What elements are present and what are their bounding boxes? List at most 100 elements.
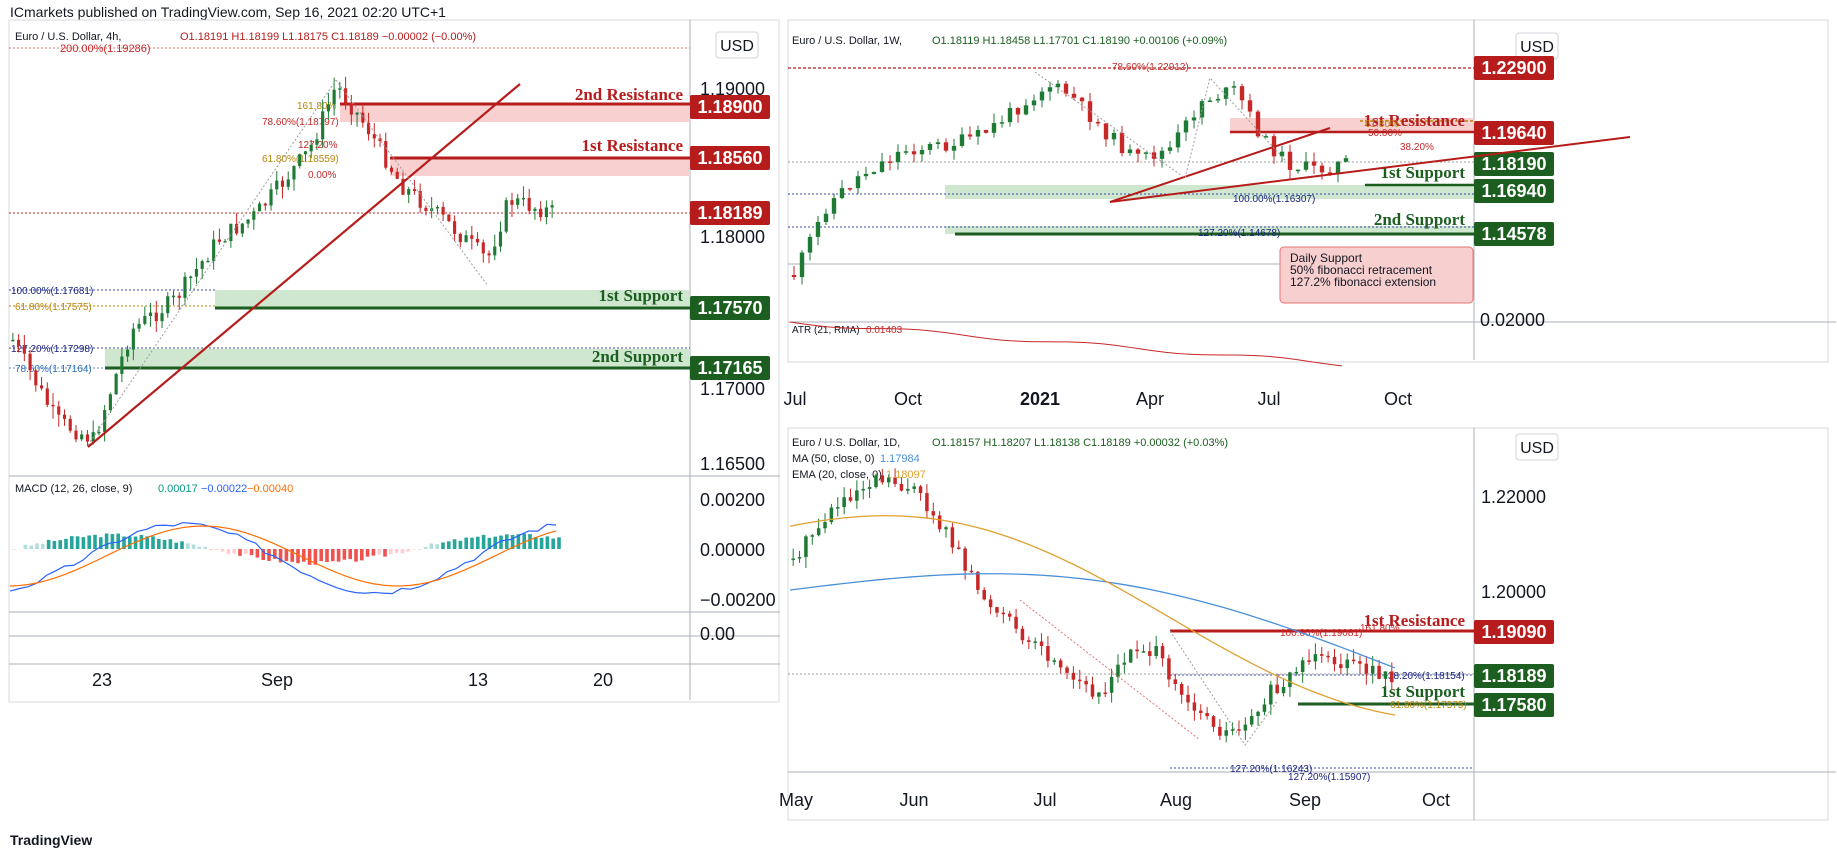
d1-candle-body bbox=[1160, 646, 1165, 659]
w1-trendline-ext bbox=[1109, 136, 1631, 203]
h4-macd-histogram-bar bbox=[487, 537, 492, 549]
h4-candle-body bbox=[97, 431, 101, 434]
w1-candle-body bbox=[1191, 117, 1197, 121]
w1-annotation-box bbox=[1279, 246, 1474, 304]
w1-candle-body bbox=[799, 252, 805, 278]
h4-y-tick: 1.19000 bbox=[700, 79, 765, 99]
h4-candle-body bbox=[481, 242, 485, 254]
w1-candle-body bbox=[1015, 108, 1021, 115]
d1-candle-body bbox=[842, 497, 846, 508]
d1-candle-body bbox=[988, 599, 993, 608]
d1-fib-diagonal bbox=[1169, 630, 1279, 746]
w1-support-zone-1 bbox=[945, 185, 1474, 199]
h4-macd-histogram-bar bbox=[284, 549, 289, 562]
h4-support-zone-2 bbox=[105, 349, 690, 368]
h4-macd-histogram-bar bbox=[371, 549, 376, 556]
currency-box bbox=[1515, 433, 1559, 461]
d1-candle-body bbox=[1218, 726, 1222, 736]
h4-candle-body bbox=[435, 206, 439, 209]
d1-candle-body bbox=[969, 570, 974, 573]
h4-macd-histogram-bar bbox=[360, 549, 364, 561]
d1-candle-body bbox=[963, 548, 967, 571]
h4-macd-label: MACD (12, 26, close, 9) bbox=[15, 483, 132, 495]
d1-candle-body bbox=[1128, 649, 1133, 663]
w1-candle-body bbox=[1335, 161, 1341, 174]
d1-ohlc: O1.18157 H1.18207 L1.18138 C1.18189 +0.0… bbox=[932, 437, 1228, 449]
h4-macd-histogram-bar bbox=[516, 534, 521, 549]
w1-candle-body bbox=[1175, 132, 1181, 148]
w1-candle-body bbox=[823, 213, 829, 223]
d1-candle-body bbox=[1390, 671, 1394, 683]
d1-candle-body bbox=[1001, 612, 1006, 615]
w1-atr-value: 0.01403 bbox=[866, 325, 903, 336]
h4-macd-histogram-bar bbox=[435, 544, 439, 549]
h4-candle-body bbox=[263, 203, 267, 206]
w1-candle-body bbox=[807, 236, 813, 253]
w1-candle-body bbox=[1135, 149, 1141, 154]
h4-extra-tick: 0.00 bbox=[700, 624, 735, 644]
w1-candle-body bbox=[1063, 83, 1069, 94]
w1-candle-body bbox=[863, 173, 869, 177]
w1-candle-body bbox=[1199, 101, 1205, 118]
d1-candle-body bbox=[1370, 665, 1375, 674]
w1-candle-body bbox=[1327, 172, 1333, 174]
h4-candle-body bbox=[504, 200, 508, 232]
w1-candle-body bbox=[1087, 101, 1093, 122]
d1-level-label: 1st Support bbox=[1380, 682, 1465, 701]
h4-candle-body bbox=[384, 141, 388, 168]
d1-candle-body bbox=[1052, 660, 1057, 662]
h4-candle-body bbox=[80, 434, 84, 440]
h4-macd-histogram-bar bbox=[307, 549, 312, 565]
h4-macd-histogram-bar bbox=[481, 534, 486, 549]
h4-candle-body bbox=[355, 112, 359, 115]
w1-symbol: Euro / U.S. Dollar, 1W, bbox=[792, 35, 902, 47]
h4-signal-line bbox=[9, 525, 557, 587]
h4-candle-body bbox=[114, 373, 118, 395]
w1-candle-body bbox=[1303, 161, 1309, 170]
h4-macd-histogram-bar bbox=[418, 549, 422, 550]
w1-level-1st-support-value: 1.16940 bbox=[1481, 181, 1546, 201]
h4-macd-histogram-bar bbox=[429, 543, 434, 549]
currency-box bbox=[715, 31, 759, 59]
h4-macd-tick: 0.00000 bbox=[700, 540, 765, 560]
h4-macd-histogram-bar bbox=[203, 546, 207, 549]
d1-candle-body bbox=[912, 486, 916, 489]
h4-level-label: 1st Support bbox=[598, 286, 683, 305]
d1-candle-body bbox=[1148, 651, 1152, 656]
d1-candle-body bbox=[1007, 613, 1012, 617]
h4-candle-body bbox=[11, 339, 15, 342]
d1-candle-body bbox=[1071, 672, 1076, 680]
w1-candle-body bbox=[1255, 111, 1261, 137]
d1-x-tick: Oct bbox=[1422, 790, 1450, 810]
w1-panel-frame bbox=[787, 19, 1829, 363]
h4-macd-histogram-bar bbox=[209, 549, 213, 551]
d1-ma-label: MA (50, close, 0) bbox=[792, 453, 875, 465]
d1-candle-body bbox=[950, 527, 955, 548]
d1-candle-body bbox=[1332, 656, 1337, 665]
h4-candle-body bbox=[292, 166, 296, 180]
w1-x-tick: Apr bbox=[1136, 389, 1164, 409]
h4-candle-body bbox=[338, 88, 342, 90]
d1-candle-body bbox=[1300, 660, 1305, 672]
h4-candle-body bbox=[171, 295, 176, 298]
w1-support-zone-2 bbox=[945, 226, 1474, 234]
h4-candle-body bbox=[395, 171, 399, 179]
d1-ema-value: 1.18097 bbox=[886, 469, 926, 481]
h4-macd-histogram-bar bbox=[319, 549, 323, 562]
h4-macd-histogram-bar bbox=[99, 537, 103, 549]
h4-candle-body bbox=[447, 214, 451, 222]
d1-ma50-line bbox=[789, 573, 1396, 669]
h4-candle-body bbox=[389, 167, 394, 172]
h4-macd-histogram-bar bbox=[35, 543, 39, 549]
h4-fib-label: 161.80% bbox=[297, 101, 337, 112]
h4-candle-body bbox=[57, 406, 61, 415]
w1-candle-body bbox=[1343, 158, 1349, 162]
h4-ohlc: O1.18191 H1.18199 L1.18175 C1.18189 −0.0… bbox=[180, 31, 476, 43]
h4-candle-body bbox=[344, 88, 348, 103]
h4-macd-histogram-bar bbox=[249, 549, 254, 556]
w1-atr-line bbox=[789, 321, 1343, 367]
d1-candle-body bbox=[1205, 712, 1209, 717]
w1-candle-body bbox=[1111, 133, 1117, 140]
h4-candle-body bbox=[74, 430, 78, 440]
w1-candle-body bbox=[1071, 93, 1077, 98]
